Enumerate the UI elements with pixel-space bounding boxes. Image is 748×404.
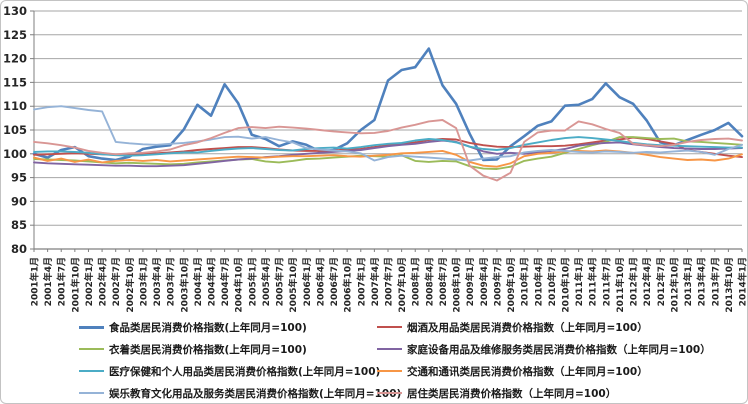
x-tick-label: 2005年7月 — [274, 257, 286, 306]
x-tick-label: 2011年4月 — [587, 257, 599, 306]
x-tick-label: 2001年1月 — [29, 257, 41, 306]
x-tick-label: 2007年7月 — [383, 257, 395, 306]
legend-label: 衣着类居民消费价格指数(上年同月=100) — [109, 343, 307, 356]
x-tick-label: 2008年1月 — [410, 257, 422, 306]
x-tick-label: 2002年4月 — [97, 257, 109, 306]
x-tick-label: 2003年7月 — [165, 257, 177, 306]
x-tick-label: 2011年7月 — [600, 257, 612, 306]
series-line-4 — [33, 136, 743, 157]
x-tick-label: 2004年1月 — [192, 257, 204, 306]
legend-swatch-icon — [79, 370, 104, 372]
x-tick-label: 2006年10月 — [342, 257, 354, 313]
x-tick-label: 2007年10月 — [396, 257, 408, 313]
x-tick-label: 2001年4月 — [42, 257, 54, 306]
x-tick-label: 2007年1月 — [355, 257, 367, 306]
legend-swatch-icon — [377, 370, 402, 372]
x-tick-label: 2010年1月 — [519, 257, 531, 306]
x-tick-label: 2013年1月 — [682, 257, 694, 306]
legend-label: 娱乐教育文化用品及服务类居民消费价格指数(上年同月=100) — [109, 387, 402, 400]
series-line-0 — [32, 47, 744, 162]
x-tick-label: 2009年10月 — [505, 257, 517, 313]
x-tick-label: 2008年4月 — [423, 257, 435, 306]
legend-swatch-icon — [79, 348, 104, 350]
x-tick-label: 2003年10月 — [178, 257, 190, 313]
x-tick-label: 2007年4月 — [369, 257, 381, 306]
x-tick-label: 2013年7月 — [709, 257, 721, 306]
x-tick-label: 2010年7月 — [546, 257, 558, 306]
y-tick-label: 105 — [3, 123, 27, 137]
x-tick-label: 2006年4月 — [314, 257, 326, 306]
x-tick-label: 2014年1月 — [737, 257, 748, 306]
x-tick-label: 2012年1月 — [628, 257, 640, 306]
x-tick-label: 2008年10月 — [451, 257, 463, 313]
x-tick-label: 2013年10月 — [723, 257, 735, 313]
x-tick-label: 2003年4月 — [151, 257, 163, 306]
y-tick-label: 100 — [3, 147, 27, 161]
legend-item-2: 衣着类居民消费价格指数(上年同月=100) — [79, 342, 377, 357]
x-tick-label: 2005年10月 — [287, 257, 299, 313]
legend-swatch-icon — [79, 325, 104, 329]
legend-swatch-icon — [377, 326, 402, 328]
legend-item-4: 医疗保健和个人用品类居民消费价格指数(上年同月=100) — [79, 364, 381, 379]
legend-label: 家庭设备用品及维修服务类居民消费价格指数（上年同月=100） — [407, 343, 711, 356]
x-tick-label: 2001年10月 — [69, 257, 81, 313]
x-tick-label: 2012年7月 — [655, 257, 667, 306]
x-tick-label: 2009年1月 — [464, 257, 476, 306]
x-tick-label: 2001年7月 — [56, 257, 68, 306]
legend-label: 医疗保健和个人用品类居民消费价格指数(上年同月=100) — [109, 365, 381, 378]
legend-swatch-icon — [377, 392, 402, 394]
legend-item-7: 居住类居民消费价格指数（上年同月=100） — [377, 386, 741, 401]
x-tick-label: 2012年4月 — [641, 257, 653, 306]
x-tick-label: 2009年7月 — [491, 257, 503, 306]
y-tick-label: 80 — [11, 242, 27, 256]
x-tick-label: 2006年7月 — [328, 257, 340, 306]
legend-item-5: 交通和通讯类居民消费价格指数（上年同月=100） — [377, 364, 741, 379]
x-tick-label: 2011年1月 — [573, 257, 585, 306]
x-tick-label: 2003年1月 — [137, 257, 149, 306]
series-line-3 — [33, 139, 743, 168]
x-tick-label: 2010年4月 — [532, 257, 544, 306]
x-tick-label: 2004年7月 — [219, 257, 231, 306]
x-tick-label: 2013年4月 — [696, 257, 708, 306]
y-tick-label: 115 — [3, 75, 27, 89]
legend-swatch-icon — [79, 392, 104, 394]
x-tick-label: 2002年7月 — [110, 257, 122, 306]
series-line-1 — [33, 136, 743, 159]
legend-item-0: 食品类居民消费价格指数(上年同月=100) — [79, 320, 377, 335]
series-line-6 — [33, 105, 743, 162]
x-tick-label: 2009年4月 — [478, 257, 490, 306]
legend-item-1: 烟酒及用品类居民消费价格指数（上年同月=100） — [377, 320, 741, 335]
legend-item-3: 家庭设备用品及维修服务类居民消费价格指数（上年同月=100） — [377, 342, 741, 357]
x-tick-label: 2008年7月 — [437, 257, 449, 306]
y-tick-label: 130 — [3, 4, 27, 18]
y-tick-label: 120 — [3, 52, 27, 66]
legend-label: 食品类居民消费价格指数(上年同月=100) — [109, 321, 307, 334]
y-tick-label: 85 — [11, 218, 27, 232]
x-tick-label: 2002年1月 — [83, 257, 95, 306]
x-tick-label: 2012年10月 — [668, 257, 680, 313]
legend-swatch-icon — [377, 348, 402, 350]
x-tick-label: 2006年1月 — [301, 257, 313, 306]
legend-label: 交通和通讯类居民消费价格指数（上年同月=100） — [407, 365, 648, 378]
y-tick-label: 125 — [3, 28, 27, 42]
series-line-7 — [33, 119, 743, 182]
x-tick-label: 2002年10月 — [124, 257, 136, 313]
x-tick-label: 2005年1月 — [246, 257, 258, 306]
legend: 食品类居民消费价格指数(上年同月=100) 烟酒及用品类居民消费价格指数（上年同月… — [79, 316, 741, 403]
x-tick-label: 2011年10月 — [614, 257, 626, 313]
legend-label: 居住类居民消费价格指数（上年同月=100） — [407, 387, 617, 400]
x-tick-label: 2005年4月 — [260, 257, 272, 306]
y-tick-label: 90 — [11, 194, 27, 208]
legend-item-6: 娱乐教育文化用品及服务类居民消费价格指数(上年同月=100) — [79, 386, 401, 401]
x-tick-label: 2004年10月 — [233, 257, 245, 313]
legend-label: 烟酒及用品类居民消费价格指数（上年同月=100） — [407, 321, 648, 334]
y-tick-label: 110 — [3, 99, 27, 113]
y-tick-label: 95 — [11, 171, 27, 185]
x-tick-label: 2004年4月 — [206, 257, 218, 306]
x-tick-label: 2010年10月 — [560, 257, 572, 313]
